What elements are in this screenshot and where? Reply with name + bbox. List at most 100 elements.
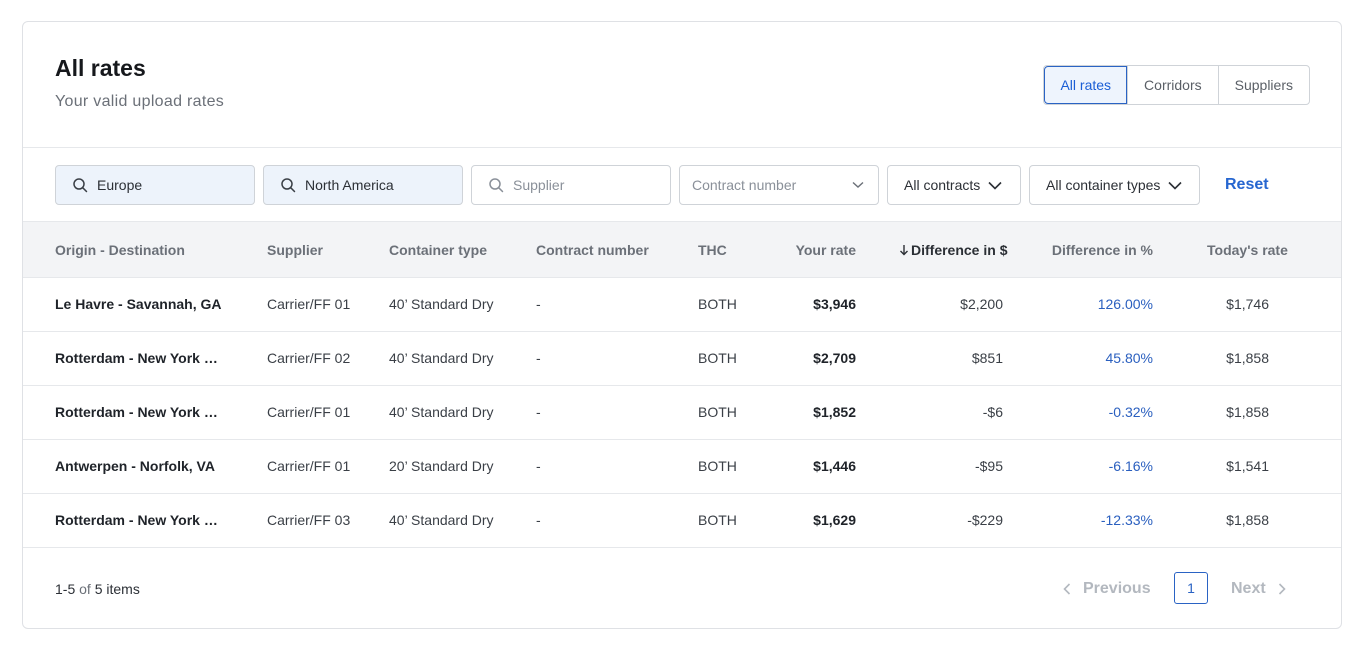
cell-difference-usd: $2,200 <box>960 296 1003 312</box>
col-todays-rate[interactable]: Today's rate <box>1207 242 1288 258</box>
cell-difference-usd: -$95 <box>974 458 1003 474</box>
container-types-dropdown-label: All container types <box>1046 177 1161 193</box>
page-1-button[interactable]: 1 <box>1174 572 1208 604</box>
container-types-dropdown[interactable]: All container types <box>1029 165 1200 205</box>
cell-difference-usd: -$6 <box>982 404 1003 420</box>
cell-difference-usd: $851 <box>971 350 1003 366</box>
cell-todays-rate: $1,858 <box>1226 512 1269 528</box>
cell-your-rate: $3,946 <box>813 296 856 312</box>
items-count: 1-5 of 5 items <box>55 581 140 597</box>
cell-thc: BOTH <box>698 350 737 366</box>
cell-difference-pct[interactable]: -0.32% <box>1108 404 1153 420</box>
cell-supplier: Carrier/FF 03 <box>267 512 351 528</box>
previous-button[interactable]: Previous <box>1063 573 1151 605</box>
cell-supplier: Carrier/FF 01 <box>267 404 351 420</box>
search-icon <box>488 177 504 193</box>
cell-your-rate: $1,629 <box>813 512 856 528</box>
chevron-down-icon <box>1168 181 1182 190</box>
cell-contract-number: - <box>536 404 541 420</box>
supplier-search-input[interactable]: Supplier <box>471 165 671 205</box>
previous-label: Previous <box>1083 580 1151 597</box>
cell-todays-rate: $1,541 <box>1226 458 1269 474</box>
contracts-dropdown-label: All contracts <box>904 177 981 193</box>
destination-value: North America <box>305 177 394 193</box>
col-contract-number[interactable]: Contract number <box>536 242 649 258</box>
cell-difference-pct[interactable]: -12.33% <box>1100 512 1153 528</box>
col-thc[interactable]: THC <box>698 242 727 258</box>
cell-thc: BOTH <box>698 404 737 420</box>
cell-todays-rate: $1,858 <box>1226 350 1269 366</box>
cell-origin-destination: Rotterdam - New York City, NY <box>55 404 223 420</box>
col-difference-usd[interactable]: Difference in $ <box>899 242 1007 258</box>
chevron-down-icon <box>988 181 1002 190</box>
destination-search-input[interactable]: North America <box>263 165 463 205</box>
page-title: All rates <box>55 55 146 81</box>
contracts-dropdown[interactable]: All contracts <box>887 165 1021 205</box>
cell-container-type: 40’ Standard Dry <box>389 512 494 528</box>
rates-card: All rates Your valid upload rates All ra… <box>22 21 1342 629</box>
col-your-rate[interactable]: Your rate <box>795 242 856 258</box>
tab-all-rates[interactable]: All rates <box>1044 66 1128 104</box>
tab-corridors[interactable]: Corridors <box>1127 66 1218 104</box>
table-header: Origin - Destination Supplier Container … <box>23 221 1341 278</box>
cell-contract-number: - <box>536 350 541 366</box>
cell-todays-rate: $1,858 <box>1226 404 1269 420</box>
cell-thc: BOTH <box>698 458 737 474</box>
cell-your-rate: $1,852 <box>813 404 856 420</box>
cell-supplier: Carrier/FF 01 <box>267 458 351 474</box>
contract-number-select[interactable]: Contract number <box>679 165 879 205</box>
cell-your-rate: $1,446 <box>813 458 856 474</box>
cell-difference-pct[interactable]: 45.80% <box>1105 350 1153 366</box>
cell-difference-usd: -$229 <box>967 512 1003 528</box>
cell-difference-pct[interactable]: -6.16% <box>1108 458 1153 474</box>
filter-bar: Europe North America Supplier Contract n… <box>23 149 1341 221</box>
next-button[interactable]: Next <box>1231 573 1286 605</box>
cell-container-type: 40’ Standard Dry <box>389 404 494 420</box>
cell-thc: BOTH <box>698 512 737 528</box>
cell-origin-destination: Rotterdam - New York City, NY <box>55 350 223 366</box>
next-label: Next <box>1231 580 1266 597</box>
card-header: All rates Your valid upload rates All ra… <box>23 22 1341 148</box>
cell-todays-rate: $1,746 <box>1226 296 1269 312</box>
contract-number-placeholder: Contract number <box>692 177 797 193</box>
search-icon <box>72 177 88 193</box>
table-row[interactable]: Le Havre - Savannah, GA Carrier/FF 01 40’ … <box>23 278 1341 332</box>
search-icon <box>280 177 296 193</box>
sort-arrow-down-icon <box>899 244 909 256</box>
cell-difference-pct[interactable]: 126.00% <box>1097 296 1153 312</box>
origin-search-input[interactable]: Europe <box>55 165 255 205</box>
cell-container-type: 40’ Standard Dry <box>389 296 494 312</box>
page-subtitle: Your valid upload rates <box>55 93 225 110</box>
reset-button[interactable]: Reset <box>1225 176 1269 193</box>
cell-supplier: Carrier/FF 01 <box>267 296 351 312</box>
cell-origin-destination: Le Havre - Savannah, GA <box>55 296 222 312</box>
items-total: 5 items <box>94 581 140 597</box>
col-origin-destination[interactable]: Origin - Destination <box>55 242 185 258</box>
cell-contract-number: - <box>536 458 541 474</box>
origin-value: Europe <box>97 177 143 193</box>
col-difference-usd-label: Difference in $ <box>911 242 1008 258</box>
chevron-down-icon <box>852 181 864 189</box>
table-row[interactable]: Rotterdam - New York City, NY Carrier/FF … <box>23 332 1341 386</box>
cell-thc: BOTH <box>698 296 737 312</box>
tab-suppliers[interactable]: Suppliers <box>1217 66 1309 104</box>
chevron-left-icon <box>1063 583 1071 595</box>
col-container-type[interactable]: Container type <box>389 242 488 258</box>
cell-container-type: 20’ Standard Dry <box>389 458 494 474</box>
cell-contract-number: - <box>536 296 541 312</box>
table-row[interactable]: Rotterdam - New York City, NY Carrier/FF … <box>23 386 1341 440</box>
view-tabs: All rates Corridors Suppliers <box>1043 65 1310 105</box>
cell-container-type: 40’ Standard Dry <box>389 350 494 366</box>
col-supplier[interactable]: Supplier <box>267 242 324 258</box>
items-range: 1-5 <box>55 581 76 597</box>
col-difference-pct[interactable]: Difference in % <box>1051 242 1153 258</box>
cell-contract-number: - <box>536 512 541 528</box>
table-row[interactable]: Rotterdam - New York City, NY Carrier/FF … <box>23 494 1341 548</box>
items-of: of <box>79 581 91 597</box>
cell-origin-destination: Rotterdam - New York City, NY <box>55 512 223 528</box>
supplier-placeholder: Supplier <box>513 177 565 193</box>
table-row[interactable]: Antwerpen - Norfolk, VA Carrier/FF 01 20’ … <box>23 440 1341 494</box>
chevron-right-icon <box>1278 583 1286 595</box>
cell-origin-destination: Antwerpen - Norfolk, VA <box>55 458 215 474</box>
cell-supplier: Carrier/FF 02 <box>267 350 351 366</box>
